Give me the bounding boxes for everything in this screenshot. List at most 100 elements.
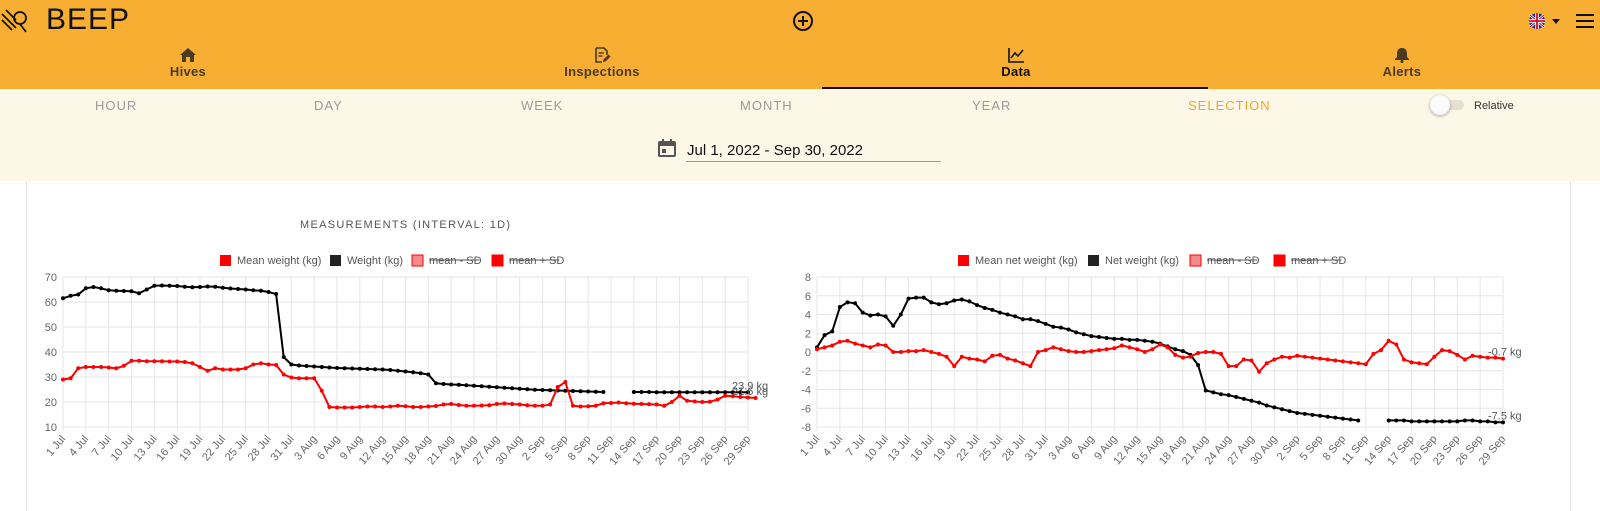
data-point <box>624 401 629 406</box>
period-year[interactable]: YEAR <box>972 98 1012 113</box>
data-point <box>1394 342 1399 347</box>
tab-label: Inspections <box>564 64 640 79</box>
data-point <box>654 390 659 395</box>
data-point <box>1020 361 1025 366</box>
data-point <box>1180 355 1185 360</box>
data-point <box>144 287 149 292</box>
data-point <box>959 354 964 359</box>
x-tick-label: 19 Jul <box>931 433 959 463</box>
period-month[interactable]: MONTH <box>740 98 793 113</box>
home-icon <box>180 48 196 62</box>
data-point <box>692 399 697 404</box>
data-point <box>944 301 949 306</box>
data-point <box>1180 349 1185 354</box>
data-point <box>1203 388 1208 393</box>
data-point <box>335 405 339 410</box>
data-point <box>936 302 941 307</box>
data-point <box>1211 390 1216 395</box>
section-title: MEASUREMENTS (INTERVAL: 1D) <box>300 219 512 231</box>
data-point <box>213 284 218 289</box>
legend-item: Mean weight (kg) <box>220 255 321 267</box>
data-point <box>106 365 111 370</box>
data-point <box>1501 420 1505 425</box>
data-point <box>669 390 674 395</box>
data-point <box>182 284 187 289</box>
data-point <box>1401 357 1406 362</box>
data-point <box>746 390 750 395</box>
data-point <box>1485 355 1490 360</box>
data-point <box>1417 361 1422 366</box>
tab-data[interactable]: Data <box>828 44 1204 88</box>
y-tick-label: 6 <box>805 291 811 303</box>
data-point <box>198 285 202 289</box>
tab-alerts[interactable]: Alerts <box>1204 44 1600 88</box>
data-point <box>1447 419 1452 424</box>
data-point <box>540 403 545 408</box>
data-point <box>586 404 591 409</box>
data-point <box>327 405 332 409</box>
data-point <box>586 389 591 394</box>
period-hour[interactable]: HOUR <box>95 98 138 113</box>
data-point <box>1295 410 1300 415</box>
legend-swatch <box>958 255 969 266</box>
data-point <box>266 290 271 294</box>
data-point <box>91 285 96 289</box>
data-point <box>380 405 385 409</box>
active-tab-indicator <box>822 87 1208 89</box>
data-point <box>914 295 919 300</box>
period-day[interactable]: DAY <box>314 98 343 113</box>
data-point <box>342 405 347 410</box>
data-point <box>631 390 636 394</box>
relative-toggle[interactable] <box>1430 95 1466 115</box>
legend-item: Weight (kg) <box>330 255 403 267</box>
tab-hives[interactable]: Hives <box>0 44 376 88</box>
date-range-input[interactable] <box>686 140 941 162</box>
data-point <box>426 372 431 377</box>
top-app-bar: BEEP Hives Inspections <box>0 0 1600 89</box>
data-point <box>730 394 735 399</box>
data-point <box>997 352 1002 357</box>
y-tick-label: 30 <box>45 372 57 384</box>
x-tick-label: 3 Aug <box>1047 433 1074 462</box>
data-point <box>1196 363 1201 368</box>
data-point <box>1051 324 1056 329</box>
data-point <box>1211 350 1216 354</box>
data-point <box>1112 346 1117 351</box>
language-flag-icon[interactable] <box>1525 11 1571 31</box>
data-point <box>1264 403 1269 408</box>
legend-swatch <box>1189 254 1202 267</box>
data-point <box>1325 414 1330 419</box>
y-tick-label: 10 <box>45 422 57 434</box>
add-circle-icon[interactable] <box>791 9 815 33</box>
data-point <box>1074 330 1079 335</box>
data-point <box>1081 332 1086 337</box>
data-point <box>1066 349 1071 354</box>
data-point <box>738 395 743 399</box>
data-point <box>853 301 858 306</box>
data-point <box>548 402 553 407</box>
data-point <box>220 367 225 372</box>
data-point <box>662 403 667 408</box>
data-point <box>319 388 324 393</box>
data-point <box>1036 350 1041 354</box>
data-point <box>1081 350 1086 354</box>
y-tick-label: 40 <box>45 347 57 359</box>
data-point <box>380 367 385 372</box>
data-point <box>1196 350 1201 355</box>
data-point <box>494 402 499 406</box>
tab-inspections[interactable]: Inspections <box>376 44 828 88</box>
menu-icon[interactable] <box>1575 11 1595 31</box>
data-point <box>1379 348 1384 353</box>
y-tick-label: -4 <box>801 385 811 397</box>
data-point <box>1325 357 1330 362</box>
data-point <box>1150 347 1155 352</box>
data-point <box>1005 312 1010 317</box>
period-selection[interactable]: SELECTION <box>1188 98 1271 113</box>
data-point <box>746 395 750 400</box>
data-point <box>563 388 568 393</box>
data-point <box>205 368 210 373</box>
calendar-icon[interactable] <box>657 138 677 158</box>
legend-swatch <box>330 255 341 266</box>
period-week[interactable]: WEEK <box>521 98 564 113</box>
data-point <box>1013 358 1018 363</box>
